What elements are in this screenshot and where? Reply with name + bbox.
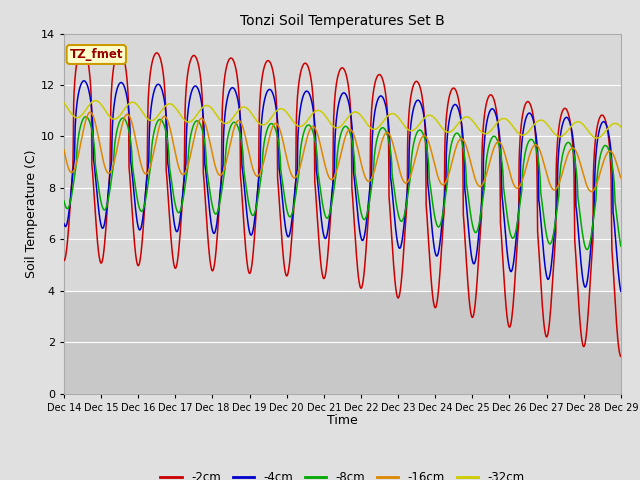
Title: Tonzi Soil Temperatures Set B: Tonzi Soil Temperatures Set B: [240, 14, 445, 28]
X-axis label: Time: Time: [327, 414, 358, 427]
Y-axis label: Soil Temperature (C): Soil Temperature (C): [25, 149, 38, 278]
Text: TZ_fmet: TZ_fmet: [70, 48, 123, 61]
Legend: -2cm, -4cm, -8cm, -16cm, -32cm: -2cm, -4cm, -8cm, -16cm, -32cm: [156, 466, 529, 480]
Bar: [64, 291, 621, 394]
